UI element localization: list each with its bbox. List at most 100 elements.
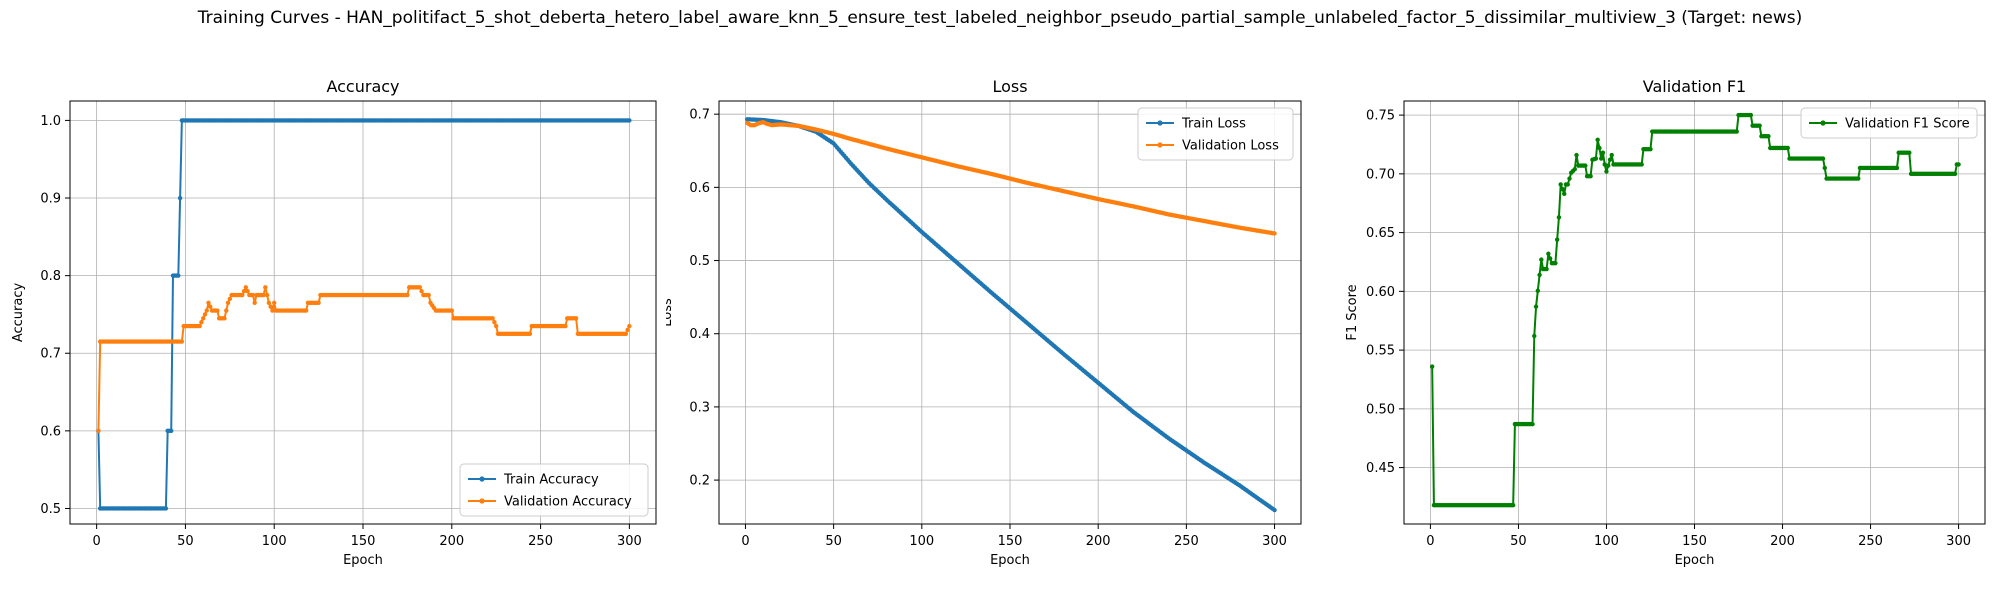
accuracy-data-point xyxy=(179,339,185,344)
f1-data-point xyxy=(1562,191,1567,197)
f1-data-point xyxy=(1757,123,1762,128)
loss-x-tick-label: 300 xyxy=(1262,534,1287,549)
f1-data-point xyxy=(1856,176,1861,181)
accuracy-data-point xyxy=(225,300,231,305)
f1-data-point xyxy=(1558,182,1563,187)
accuracy-data-point xyxy=(176,273,181,278)
accuracy-data-point xyxy=(261,292,266,298)
loss-x-tick-label: 50 xyxy=(825,534,842,549)
f1-data-point xyxy=(1600,150,1606,155)
loss-y-tick-label: 0.6 xyxy=(689,181,710,196)
f1-data-point xyxy=(1539,257,1544,262)
f1-data-point xyxy=(1607,157,1613,162)
accuracy-chart: 0 50 100 150 200 250 300 0.5 0.6 0.7 0.8 0.9 1.0 Accu… xyxy=(11,77,657,568)
f1-data-point xyxy=(1593,156,1599,161)
accuracy-data-point xyxy=(169,428,174,434)
f1-data-point xyxy=(1544,266,1549,272)
accuracy-legend-label: Validation Accuracy xyxy=(504,495,632,510)
accuracy-data-point xyxy=(316,300,321,305)
accuracy-data-point xyxy=(405,292,410,298)
accuracy-legend: Train Accuracy Validation Accuracy xyxy=(459,463,649,517)
f1-data-point xyxy=(1574,152,1579,158)
f1-data-point xyxy=(1604,169,1609,174)
f1-data-point xyxy=(1588,174,1593,179)
accuracy-data-point xyxy=(264,292,270,298)
accuracy-x-axis-label: Epoch xyxy=(343,553,383,568)
loss-x-axis-label: Epoch xyxy=(990,553,1030,568)
accuracy-data-point xyxy=(417,285,423,290)
accuracy-legend-box xyxy=(459,463,649,517)
f1-y-tick-label: 0.55 xyxy=(1366,344,1395,359)
f1-data-point xyxy=(1639,162,1644,167)
f1-data-point xyxy=(1537,272,1542,278)
loss-legend-swatch-marker xyxy=(1157,142,1163,148)
accuracy-data-point xyxy=(241,288,247,294)
loss-legend-label: Train Loss xyxy=(1181,117,1246,132)
f1-data-point xyxy=(1565,182,1570,187)
loss-legend-swatch-marker xyxy=(1157,120,1163,126)
accuracy-chart-title: Accuracy xyxy=(326,77,399,96)
loss-data-point xyxy=(1272,231,1277,236)
accuracy-data-point xyxy=(197,323,202,329)
f1-data-point xyxy=(1785,145,1791,151)
f1-data-point xyxy=(1766,134,1771,139)
f1-legend: Validation F1 Score xyxy=(1800,107,1978,139)
f1-x-tick-label: 150 xyxy=(1682,534,1707,549)
accuracy-data-point xyxy=(493,323,499,329)
loss-y-tick-label: 0.7 xyxy=(689,108,710,123)
accuracy-x-tick-label: 0 xyxy=(92,534,100,549)
f1-data-point xyxy=(1597,145,1602,151)
loss-x-tick-label: 250 xyxy=(1174,534,1199,549)
accuracy-y-tick-label: 0.6 xyxy=(40,424,61,439)
f1-y-axis-label: F1 Score xyxy=(1345,284,1360,340)
f1-data-point xyxy=(1952,171,1958,177)
f1-data-point xyxy=(1606,163,1611,168)
accuracy-data-point xyxy=(227,296,233,302)
f1-data-point xyxy=(1554,237,1560,242)
accuracy-data-point xyxy=(303,308,309,313)
accuracy-data-point xyxy=(202,312,208,317)
accuracy-y-tick-label: 0.5 xyxy=(40,502,61,517)
f1-legend-box xyxy=(1800,107,1978,139)
accuracy-data-point xyxy=(199,320,204,325)
accuracy-data-point xyxy=(224,308,229,313)
f1-y-tick-label: 0.50 xyxy=(1366,402,1395,417)
accuracy-data-point xyxy=(492,320,497,325)
f1-y-tick-label: 0.45 xyxy=(1366,461,1395,476)
loss-chart-title: Loss xyxy=(992,77,1027,96)
accuracy-legend-swatch-marker xyxy=(479,476,485,482)
f1-y-tick-label: 0.65 xyxy=(1366,226,1395,241)
accuracy-data-point xyxy=(206,300,211,305)
f1-x-tick-label: 250 xyxy=(1858,534,1883,549)
accuracy-x-tick-label: 150 xyxy=(351,534,376,549)
f1-x-tick-label: 300 xyxy=(1946,534,1971,549)
accuracy-data-point xyxy=(163,506,169,511)
f1-legend-label: Validation F1 Score xyxy=(1845,117,1970,132)
accuracy-x-tick-label: 50 xyxy=(177,534,194,549)
f1-x-tick-label: 50 xyxy=(1510,534,1527,549)
loss-legend-label: Validation Loss xyxy=(1182,139,1279,154)
accuracy-data-point xyxy=(270,308,275,313)
f1-data-point xyxy=(1535,288,1541,293)
accuracy-data-point xyxy=(250,292,256,298)
f1-x-tick-label: 100 xyxy=(1594,534,1619,549)
f1-y-tick-label: 0.70 xyxy=(1366,167,1395,182)
accuracy-y-tick-label: 0.7 xyxy=(40,347,61,362)
accuracy-data-point xyxy=(208,304,213,309)
loss-series-1 xyxy=(745,120,1277,236)
accuracy-series-0 xyxy=(96,118,632,511)
accuracy-data-point xyxy=(177,195,183,201)
f1-data-point xyxy=(1822,165,1827,171)
accuracy-series-1 xyxy=(96,285,632,434)
accuracy-data-point xyxy=(527,331,533,337)
accuracy-y-tick-label: 0.8 xyxy=(40,269,61,284)
f1-data-point xyxy=(1553,260,1558,266)
loss-series-0 xyxy=(745,117,1277,513)
accuracy-data-point xyxy=(563,323,568,329)
accuracy-data-point xyxy=(573,316,579,321)
loss-legend-box xyxy=(1137,107,1294,161)
f1-data-point xyxy=(1572,166,1577,172)
accuracy-data-point xyxy=(625,327,630,333)
f1-data-point xyxy=(1560,186,1565,192)
